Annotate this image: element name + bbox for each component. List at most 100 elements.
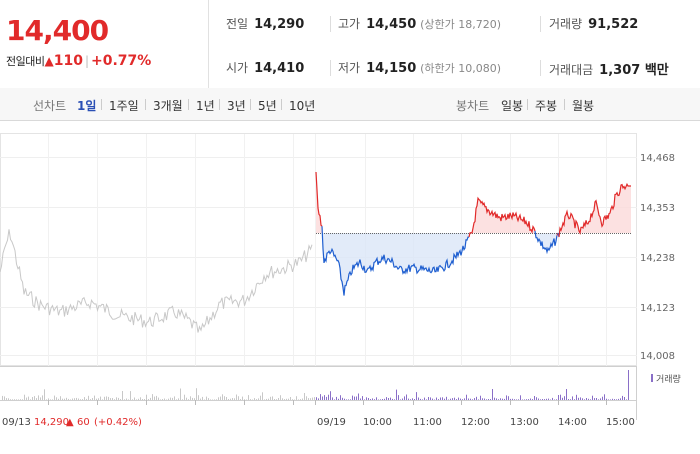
open-label: 시가	[226, 61, 249, 75]
volume-bar	[402, 398, 403, 400]
volume-bar	[218, 397, 219, 400]
down-line	[321, 226, 469, 296]
divider	[527, 99, 528, 110]
volume-bar	[334, 399, 335, 400]
prev-close: 전일 14,290	[226, 15, 304, 32]
axis-labels: 14,468 14,353 14,238 14,123 14,008 거래량 0…	[2, 153, 681, 428]
period-5y[interactable]: 5년	[258, 99, 277, 113]
candle-chart-label: 봉차트	[456, 99, 490, 113]
volume-bar	[56, 397, 57, 400]
volume-bar	[600, 398, 601, 400]
volume-bar	[150, 397, 151, 400]
volume-bar	[170, 397, 171, 400]
volume-bar	[414, 399, 415, 400]
period-10y[interactable]: 10년	[289, 99, 316, 113]
y-tick-label: 14,238	[640, 253, 675, 264]
prev-day-line	[0, 229, 313, 333]
current-price: 14,400	[6, 14, 109, 47]
volume-bar	[444, 398, 445, 400]
volume-bar	[446, 396, 447, 400]
volume-bar	[374, 399, 375, 400]
volume-bar	[60, 396, 61, 400]
trade-amount: 거래대금 1,307 백만	[549, 59, 669, 78]
upper-limit: (상한가 18,720)	[420, 18, 502, 31]
volume-bar	[372, 398, 373, 400]
volume-bar	[194, 398, 195, 400]
left-date: 09/13	[2, 417, 31, 428]
volume-bar	[156, 395, 157, 400]
volume-bar	[486, 399, 487, 400]
y-tick-label: 14,008	[640, 351, 675, 362]
volume-bar	[16, 399, 17, 400]
period-1y[interactable]: 1년	[196, 99, 215, 113]
volume-bar	[8, 398, 9, 400]
low-value: 14,150	[366, 61, 417, 76]
up-line	[468, 196, 536, 238]
volume-bar	[418, 397, 419, 400]
prev-day-change: 60	[77, 417, 90, 428]
candle-daily[interactable]: 일봉	[501, 99, 524, 113]
period-3m[interactable]: 3개월	[153, 99, 183, 113]
volume-bar	[200, 398, 201, 400]
period-3y[interactable]: 3년	[227, 99, 246, 113]
volume-bar	[476, 396, 477, 400]
volume-bar	[230, 398, 231, 400]
volume-bar	[100, 396, 101, 400]
y-tick-label: 14,468	[640, 153, 675, 164]
volume-bar	[214, 399, 215, 400]
volume-bar	[622, 395, 623, 400]
volume-bar	[596, 398, 597, 400]
volume-bar	[368, 398, 369, 400]
divider	[188, 99, 189, 110]
volume-bar	[44, 389, 45, 400]
volume-bar	[186, 397, 187, 400]
prev-close-label: 전일	[226, 17, 249, 31]
volume-bar	[118, 397, 119, 400]
volume-bar	[330, 391, 331, 400]
volume-bar	[556, 399, 557, 400]
divider	[540, 16, 541, 32]
low-label: 저가	[338, 61, 361, 75]
volume-bar	[358, 393, 359, 400]
x-tick-label: 15:00	[606, 417, 635, 428]
amount-value: 1,307 백만	[599, 63, 669, 78]
candle-monthly[interactable]: 월봉	[572, 99, 595, 113]
volume-bar	[450, 398, 451, 400]
volume-bar	[148, 399, 149, 400]
divider	[219, 99, 220, 110]
volume-bar	[424, 397, 425, 400]
price-chart[interactable]: 14,468 14,353 14,238 14,123 14,008 거래량 0…	[0, 121, 700, 450]
volume-bar	[26, 397, 27, 400]
up-line	[315, 171, 323, 227]
volume-bar	[608, 399, 609, 400]
volume-bar	[440, 397, 441, 400]
x-tick-label: 13:00	[510, 417, 539, 428]
volume-bar	[468, 398, 469, 400]
volume-bar	[398, 395, 399, 400]
volume-bar	[576, 394, 577, 400]
volume-bar	[206, 396, 207, 400]
volume-bar	[78, 398, 79, 400]
volume-bar	[182, 399, 183, 400]
volume-bar	[366, 397, 367, 400]
volume-bar	[90, 399, 91, 400]
period-1w[interactable]: 1주일	[109, 99, 139, 113]
candle-weekly[interactable]: 주봉	[535, 99, 558, 113]
volume-bar	[240, 399, 241, 400]
volume-bar	[178, 398, 179, 400]
volume-bar	[220, 396, 221, 400]
volume-bar	[216, 399, 217, 400]
volume-bar	[268, 398, 269, 400]
volume-bar	[516, 399, 517, 400]
volume-bar	[88, 395, 89, 400]
volume-bar	[130, 391, 131, 400]
volume-label: 거래량	[549, 17, 583, 31]
divider	[564, 99, 565, 110]
volume-bar	[320, 394, 321, 400]
change-percent: +0.77%	[91, 53, 152, 69]
volume-bar	[262, 392, 263, 400]
period-1d[interactable]: 1일	[77, 99, 97, 113]
volume-legend: 거래량	[656, 373, 681, 385]
volume-bar	[152, 394, 153, 400]
volume-bar	[238, 396, 239, 400]
